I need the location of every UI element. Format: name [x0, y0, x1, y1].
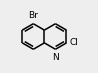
Text: Cl: Cl — [70, 38, 79, 47]
Text: Br: Br — [28, 11, 38, 20]
Text: N: N — [52, 53, 59, 62]
